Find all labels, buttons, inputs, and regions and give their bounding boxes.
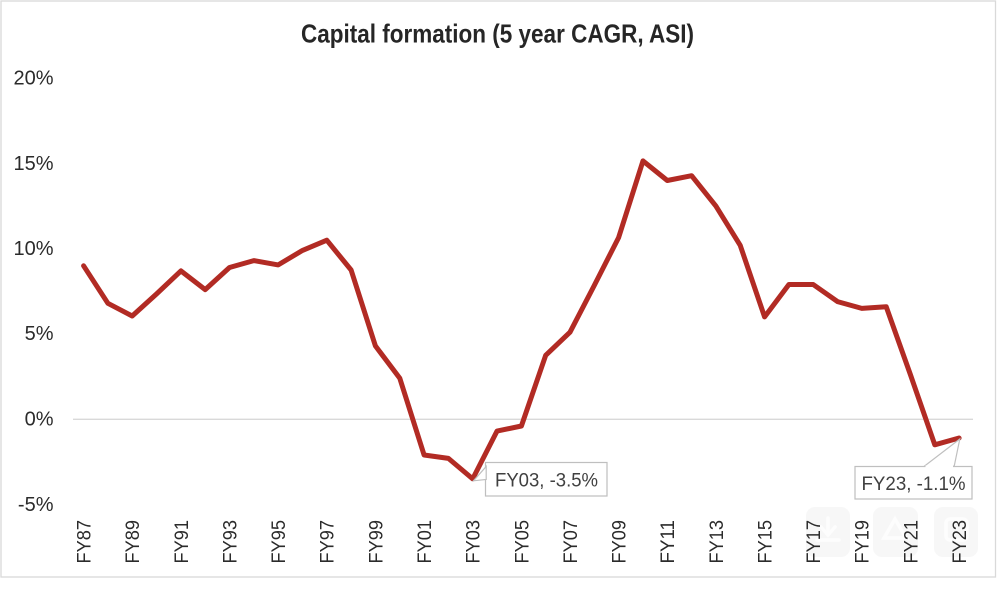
svg-text:FY19: FY19 <box>853 520 874 564</box>
svg-text:FY91: FY91 <box>172 520 193 564</box>
svg-text:20%: 20% <box>13 68 53 90</box>
svg-text:FY97: FY97 <box>318 520 339 564</box>
svg-text:5%: 5% <box>25 323 54 345</box>
svg-text:FY03, -3.5%: FY03, -3.5% <box>495 471 598 492</box>
svg-text:Capital formation (5 year CAGR: Capital formation (5 year CAGR, ASI) <box>301 19 694 49</box>
svg-text:0%: 0% <box>25 409 54 431</box>
svg-text:FY93: FY93 <box>220 520 241 564</box>
svg-text:-5%: -5% <box>18 494 54 516</box>
svg-text:FY09: FY09 <box>610 520 631 564</box>
svg-text:FY95: FY95 <box>269 520 290 564</box>
svg-text:FY87: FY87 <box>75 520 96 564</box>
svg-text:10%: 10% <box>13 238 53 260</box>
svg-text:15%: 15% <box>13 153 53 175</box>
svg-text:FY13: FY13 <box>707 520 728 564</box>
svg-text:FY17: FY17 <box>804 520 825 564</box>
svg-text:FY89: FY89 <box>123 520 144 564</box>
svg-text:FY99: FY99 <box>366 520 387 564</box>
svg-text:FY23, -1.1%: FY23, -1.1% <box>862 474 966 495</box>
svg-text:FY11: FY11 <box>658 520 679 564</box>
svg-text:FY05: FY05 <box>512 520 533 564</box>
svg-text:FY07: FY07 <box>561 520 582 564</box>
svg-text:FY23: FY23 <box>950 520 971 564</box>
svg-text:FY21: FY21 <box>901 520 922 564</box>
svg-text:FY15: FY15 <box>756 520 777 564</box>
svg-text:FY03: FY03 <box>464 520 485 564</box>
svg-text:FY01: FY01 <box>415 520 436 564</box>
